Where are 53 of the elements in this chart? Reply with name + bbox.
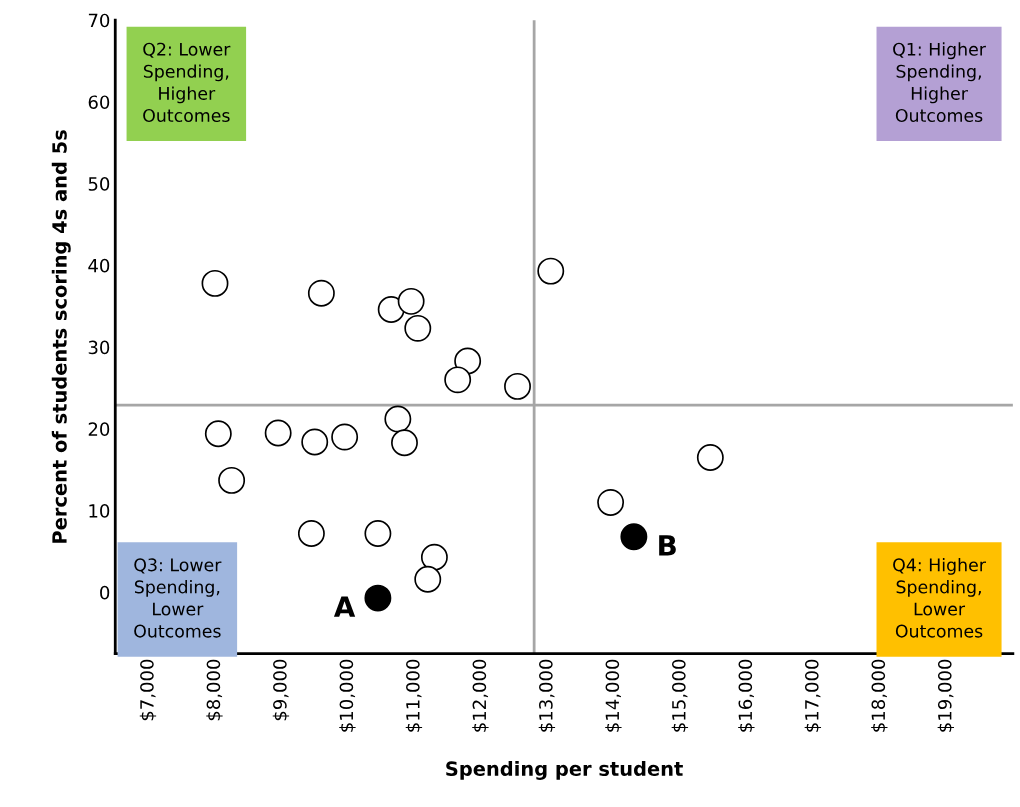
- point: [454, 347, 482, 375]
- point: [297, 520, 325, 547]
- point: [444, 366, 472, 394]
- y-tick-label: 30: [88, 340, 110, 355]
- point: [537, 257, 565, 285]
- x-tick-label: $15,000: [671, 659, 689, 732]
- point: [504, 372, 531, 400]
- point: [364, 520, 392, 547]
- annotation: Q4: Higher Spending, Lower Outcomes: [893, 557, 986, 638]
- point: [218, 466, 246, 494]
- x-tick-label: $13,000: [538, 659, 556, 732]
- point: [364, 584, 392, 612]
- point: [597, 488, 625, 516]
- x-tick-label: $7,000: [139, 659, 157, 721]
- point: [414, 565, 442, 593]
- x-tick-label: $17,000: [804, 659, 822, 732]
- y-tick-label: 40: [88, 258, 110, 273]
- x-tick-label: $11,000: [405, 659, 423, 732]
- y-tick-label: 50: [88, 177, 110, 191]
- x-tick-label: $12,000: [472, 659, 489, 732]
- y-tick-label: 10: [89, 504, 110, 518]
- x-tick-label: $10,000: [339, 659, 356, 732]
- y-tick-label: 70: [88, 13, 110, 28]
- x-tick-label: $8,000: [206, 659, 223, 721]
- annotation: A: [333, 596, 356, 617]
- point: [264, 419, 292, 447]
- y-tick-label: 0: [100, 585, 110, 600]
- point: [404, 314, 432, 342]
- y-tick-label: 20: [88, 422, 110, 436]
- point: [620, 523, 648, 551]
- point: [307, 279, 335, 307]
- x-tick-label: $19,000: [937, 659, 955, 732]
- point: [391, 429, 418, 457]
- point: [696, 444, 724, 471]
- point: [301, 428, 329, 456]
- annotation: Q1: Higher Spending, Higher Outcomes: [893, 42, 986, 123]
- y-tick-label: 60: [88, 95, 110, 110]
- annotation: Q2: Lower Spending, Higher Outcomes: [143, 42, 231, 123]
- point: [377, 296, 405, 323]
- x-tick-label: $9,000: [272, 659, 290, 721]
- point: [397, 287, 425, 315]
- x-tick-label: $14,000: [605, 659, 622, 732]
- annotation: Q3: Lower Spending, Lower Outcomes: [134, 558, 222, 638]
- x-axis-title: Spending per student: [446, 760, 683, 780]
- point: [420, 543, 448, 571]
- annotation: B: [659, 535, 676, 556]
- point: [384, 405, 412, 433]
- point: [201, 269, 229, 297]
- x-tick-label: $18,000: [871, 659, 888, 732]
- point: [331, 423, 359, 451]
- y-axis-title: Percent of students scoring 4s and 5s: [51, 130, 71, 543]
- x-tick-label: $16,000: [738, 659, 755, 732]
- point: [204, 420, 232, 448]
